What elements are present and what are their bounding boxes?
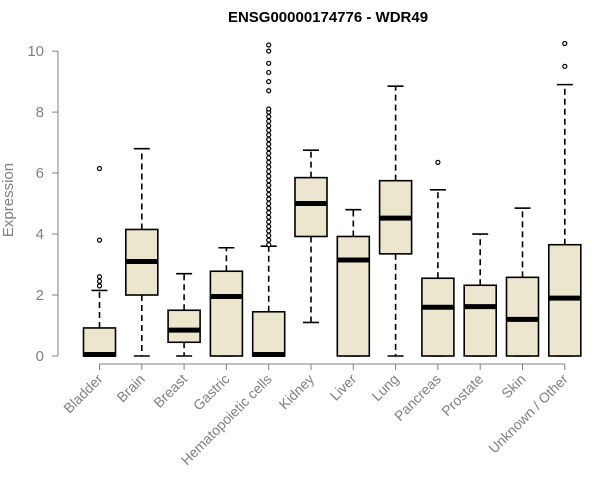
outlier-point bbox=[266, 48, 272, 54]
x-tick-label: Brain bbox=[113, 371, 147, 405]
outlier-point bbox=[562, 40, 568, 47]
outlier-point bbox=[96, 278, 103, 284]
x-tick-label: Prostate bbox=[438, 371, 486, 419]
iqr-box bbox=[209, 270, 244, 357]
iqr-box bbox=[421, 277, 455, 357]
box-breast bbox=[167, 272, 201, 357]
box-pancreas bbox=[421, 159, 455, 357]
y-axis: 0 2 4 6 8 10 bbox=[27, 43, 59, 365]
y-tick-label: 0 bbox=[36, 348, 44, 365]
outlier-point bbox=[96, 165, 103, 172]
box-hematopoietic-cells bbox=[251, 42, 286, 357]
outlier-point bbox=[266, 118, 272, 124]
outlier-point bbox=[96, 283, 103, 289]
outlier-point bbox=[266, 159, 272, 165]
outlier-point bbox=[266, 164, 272, 170]
box-skin bbox=[505, 207, 540, 357]
outlier-point bbox=[266, 214, 272, 220]
outlier-point bbox=[266, 219, 272, 225]
iqr-box bbox=[167, 309, 201, 344]
box-gastric bbox=[209, 246, 244, 357]
box-lung bbox=[378, 85, 413, 357]
outlier-point bbox=[266, 210, 272, 216]
box-brain bbox=[125, 147, 159, 357]
outlier-point bbox=[266, 132, 272, 138]
y-tick-label: 2 bbox=[36, 287, 44, 304]
outlier-point bbox=[266, 232, 272, 239]
outlier-point bbox=[266, 237, 272, 243]
outlier-point bbox=[266, 78, 272, 85]
y-tick-label: 10 bbox=[27, 43, 44, 60]
y-tick-label: 8 bbox=[36, 104, 44, 121]
boxes-group bbox=[82, 40, 582, 357]
outlier-point bbox=[266, 228, 272, 234]
outlier-point bbox=[266, 173, 272, 179]
x-tick-label: Bladder bbox=[60, 371, 106, 417]
x-tick-label: Lung bbox=[368, 371, 401, 404]
outlier-point bbox=[266, 223, 272, 230]
outlier-point bbox=[266, 136, 272, 143]
box-kidney bbox=[294, 149, 328, 324]
x-tick-label: Liver bbox=[327, 371, 360, 404]
box-bladder bbox=[82, 165, 117, 357]
iqr-box bbox=[82, 327, 117, 357]
outlier-point bbox=[266, 150, 272, 156]
outlier-point bbox=[266, 106, 272, 112]
outlier-point bbox=[266, 155, 272, 161]
x-tick-label: Unknown / Other bbox=[485, 371, 571, 457]
outlier-point bbox=[266, 200, 272, 207]
outlier-point bbox=[266, 205, 272, 211]
box-prostate bbox=[463, 233, 498, 357]
x-tick-label: Pancreas bbox=[391, 371, 444, 424]
outlier-point bbox=[266, 60, 272, 66]
outlier-point bbox=[266, 178, 272, 184]
x-tick-label: Kidney bbox=[276, 371, 318, 413]
iqr-box bbox=[251, 310, 286, 357]
outlier-point bbox=[96, 274, 103, 280]
outlier-point bbox=[266, 123, 272, 129]
outlier-point bbox=[266, 187, 272, 193]
outlier-point bbox=[266, 182, 272, 188]
outlier-point bbox=[96, 237, 103, 243]
box-unknown-other bbox=[547, 40, 582, 357]
iqr-box bbox=[505, 276, 540, 357]
outlier-point bbox=[266, 168, 272, 175]
outlier-point bbox=[266, 242, 272, 248]
y-tick-label: 4 bbox=[36, 226, 44, 243]
outlier-point bbox=[266, 146, 272, 152]
iqr-box bbox=[294, 176, 328, 238]
box-liver bbox=[336, 208, 371, 357]
outlier-point bbox=[266, 196, 272, 202]
outlier-point bbox=[266, 141, 272, 147]
outlier-point bbox=[266, 114, 272, 120]
outlier-point bbox=[266, 42, 272, 48]
outlier-point bbox=[266, 88, 272, 94]
outlier-point bbox=[266, 191, 272, 198]
outlier-point bbox=[266, 127, 272, 133]
outlier-point bbox=[266, 69, 272, 76]
x-tick-label: Breast bbox=[150, 371, 190, 411]
y-axis-label: Expression bbox=[0, 163, 17, 237]
chart-title: ENSG00000174776 - WDR49 bbox=[228, 9, 428, 26]
x-tick-label: Skin bbox=[498, 371, 529, 402]
outlier-point bbox=[562, 63, 568, 69]
y-tick-label: 6 bbox=[36, 165, 44, 182]
iqr-box bbox=[336, 235, 371, 357]
iqr-box bbox=[463, 284, 498, 357]
outlier-point bbox=[435, 159, 441, 165]
